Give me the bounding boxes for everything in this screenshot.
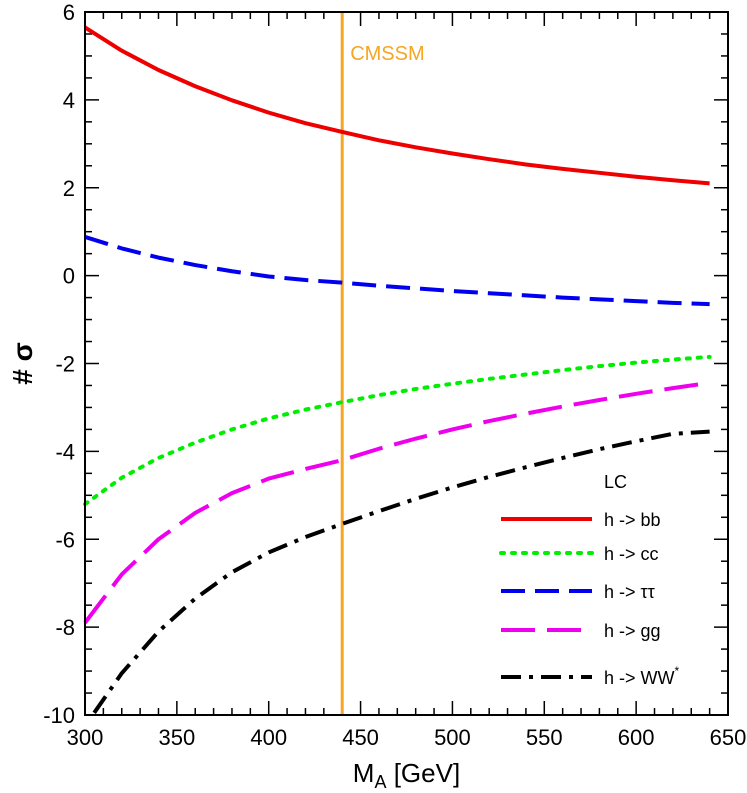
y-tick-label: -2 — [55, 352, 75, 377]
legend-label: h -> WW* — [604, 664, 680, 688]
x-axis-title-main: M — [353, 758, 375, 788]
x-tick-label: 300 — [67, 725, 104, 750]
legend-label: h -> ττ — [604, 582, 655, 602]
legend-label: h -> cc — [604, 544, 659, 564]
legend-title: LC — [604, 472, 627, 492]
tick-labels: 300 350 400 450 500 550 600 650 -10 -8 -6 -4 -2 0 2 4 6 — [43, 0, 746, 750]
series-line — [83, 354, 712, 507]
x-tick-label: 350 — [158, 725, 195, 750]
x-tick-label: 500 — [434, 725, 471, 750]
x-tick-label: 400 — [250, 725, 287, 750]
x-tick-label: 650 — [710, 725, 747, 750]
plot-frame — [84, 11, 729, 716]
y-tick-label: -4 — [55, 439, 75, 464]
vertical-line-label: CMSSM — [350, 43, 424, 65]
legend-label: h -> bb — [604, 510, 661, 530]
y-tick-label: -8 — [55, 615, 75, 640]
x-tick-label: 550 — [526, 725, 563, 750]
y-tick-label: 4 — [63, 88, 75, 113]
x-tick-label: 600 — [618, 725, 655, 750]
x-tick-label: 450 — [342, 725, 379, 750]
series-line — [84, 235, 710, 307]
y-tick-label: 6 — [63, 0, 75, 25]
x-axis-title-unit: [GeV] — [386, 758, 460, 788]
y-tick-label: -10 — [43, 703, 75, 728]
y-tick-label: -6 — [55, 527, 75, 552]
x-axis-title: MA [GeV] — [353, 758, 460, 792]
legend-label: h -> gg — [604, 621, 661, 641]
series-line — [83, 25, 710, 186]
y-tick-label: 2 — [63, 176, 75, 201]
series-lines — [83, 25, 712, 714]
series-line — [92, 429, 710, 714]
y-axis-title: # σ — [7, 342, 38, 385]
x-axis-title-sub: A — [374, 772, 386, 792]
legend-label-superscript: * — [675, 664, 680, 678]
y-tick-label: 0 — [63, 264, 75, 289]
series-line — [83, 380, 710, 624]
legend: LC h -> bb h -> cc h -> ττ h -> gg h -> WW* — [499, 472, 680, 688]
